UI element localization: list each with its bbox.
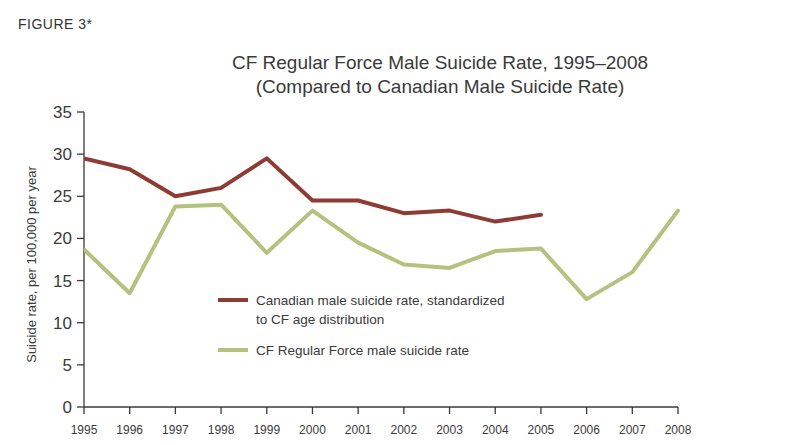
x-tick-label: 1999 [253,423,280,437]
legend-line: Canadian male suicide rate, standardized [256,293,504,308]
x-tick [129,407,130,414]
legend-swatch [218,298,248,302]
y-tick-label: 15 [53,272,72,291]
x-tick-label: 2006 [573,423,600,437]
x-axis-line [84,406,678,407]
x-tick [403,407,404,414]
x-tick-label: 1996 [116,423,143,437]
chart: FIGURE 3* CF Regular Force Male Suicide R… [0,0,795,445]
y-tick-label: 10 [53,314,72,333]
legend-line: to CF age distribution [256,312,384,327]
x-tick-label: 2002 [390,423,417,437]
x-tick [586,407,587,414]
subtitle: (Compared to Canadian Male Suicide Rate) [256,76,625,97]
y-tick [77,406,84,407]
y-tick-label: 20 [53,229,72,248]
legend-line: CF Regular Force male suicide rate [256,343,469,358]
title: CF Regular Force Male Suicide Rate, 1995… [232,52,648,73]
x-tick [540,407,541,414]
y-tick [77,364,84,365]
y-tick [77,153,84,154]
y-tick [77,322,84,323]
y-tick [77,280,84,281]
x-tick-label: 1997 [162,423,189,437]
x-tick [312,407,313,414]
x-tick [449,407,450,414]
y-tick-label: 0 [63,398,72,417]
x-tick-label: 2000 [299,423,326,437]
x-tick [175,407,176,414]
x-tick-label: 2005 [528,423,555,437]
y-tick [77,111,84,112]
series-line [84,205,678,299]
y-tick-label: 5 [63,356,72,375]
plot-area [84,158,678,299]
x-tick [83,407,84,414]
x-tick [358,407,359,414]
x-tick [266,407,267,414]
legend-label: CF Regular Force male suicide rate [256,343,469,358]
legend-label: Canadian male suicide rate, standardized… [256,293,504,327]
y-axis-label: Suicide rate, per 100,000 per year [24,166,39,363]
y-tick-label: 35 [53,103,72,122]
figure-label: FIGURE 3* [18,16,93,32]
y-tick-label: 30 [53,145,72,164]
x-tick-label: 1995 [71,423,98,437]
x-tick [220,407,221,414]
x-tick [632,407,633,414]
x-tick-label: 2004 [482,423,509,437]
x-tick [677,407,678,414]
x-tick [495,407,496,414]
x-tick-label: 1998 [208,423,235,437]
x-tick-label: 2001 [345,423,372,437]
x-tick-label: 2008 [665,423,692,437]
y-tick [77,238,84,239]
x-tick-label: 2003 [436,423,463,437]
legend-swatch [218,348,248,352]
y-axis-line [83,112,84,407]
y-tick-label: 25 [53,187,72,206]
y-tick [77,196,84,197]
x-tick-label: 2007 [619,423,646,437]
